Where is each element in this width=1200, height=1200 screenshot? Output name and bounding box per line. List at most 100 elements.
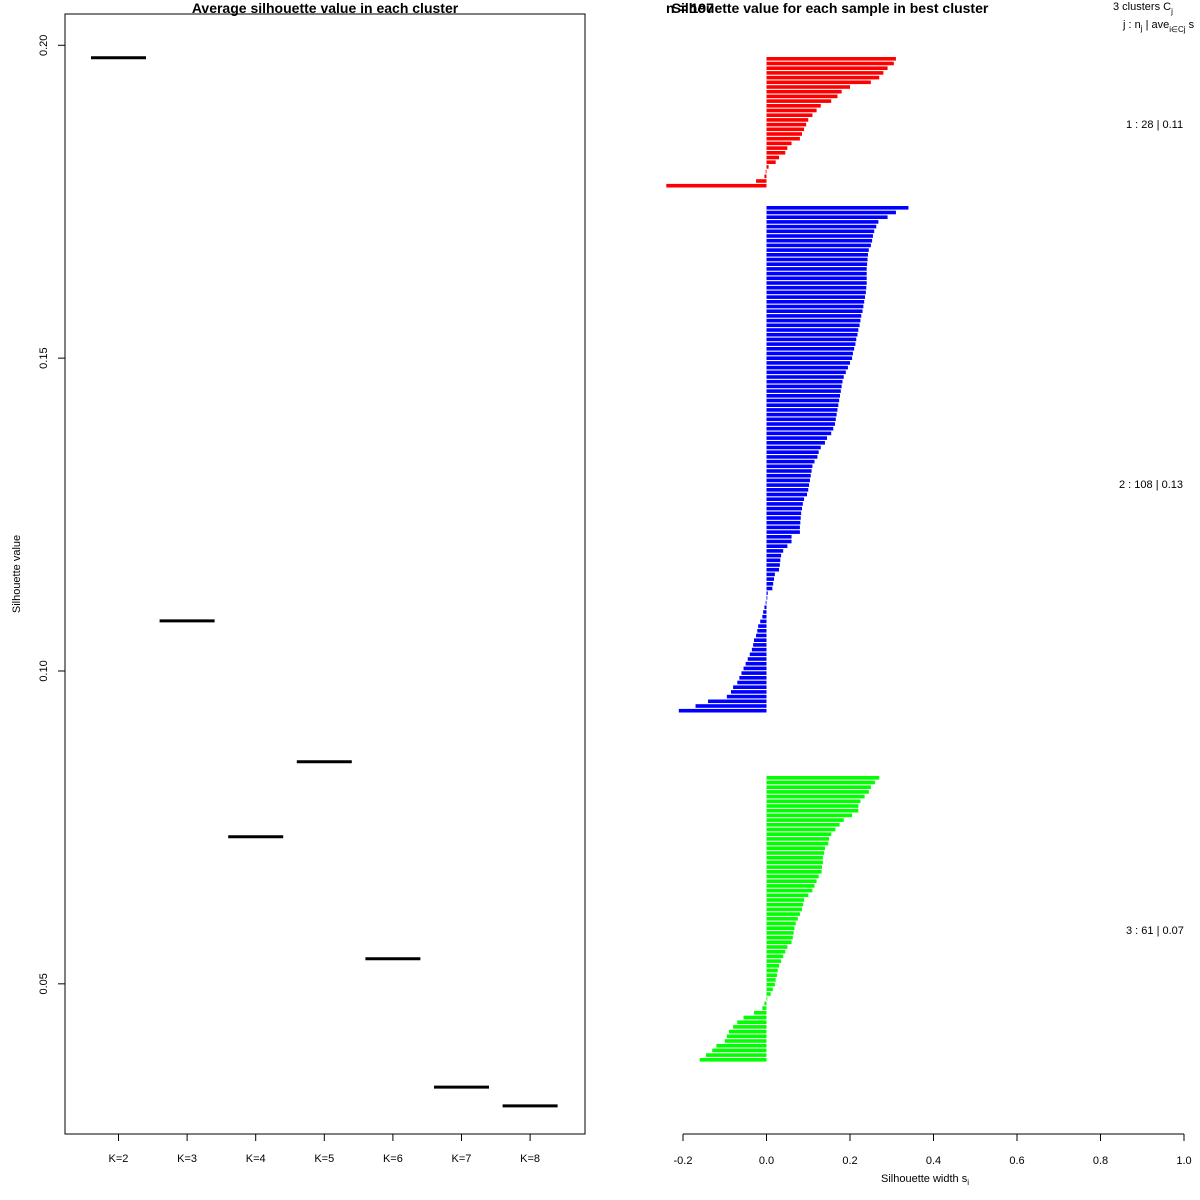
right-x-tick-label-1: 0.0 bbox=[759, 1155, 774, 1167]
silhouette-bar-c3-9 bbox=[766, 818, 844, 822]
right-bars bbox=[666, 57, 909, 1062]
silhouette-bar-c3-48 bbox=[764, 1001, 767, 1006]
silhouette-bar-c3-18 bbox=[766, 860, 823, 865]
silhouette-bar-c2-68 bbox=[766, 525, 800, 530]
silhouette-bar-c2-0 bbox=[766, 206, 909, 210]
silhouette-bar-c1-5 bbox=[766, 80, 871, 85]
silhouette-bar-c2-13 bbox=[766, 267, 867, 271]
silhouette-bar-c3-37 bbox=[766, 949, 786, 954]
legend-header-2-sub2: i∈Cj bbox=[1169, 25, 1186, 34]
silhouette-bar-c2-92 bbox=[753, 638, 767, 642]
silhouette-bar-c2-87 bbox=[762, 614, 767, 619]
silhouette-bar-c2-21 bbox=[766, 304, 864, 309]
silhouette-bar-c2-101 bbox=[737, 680, 767, 685]
legend-header-1-sub: j bbox=[1170, 7, 1173, 16]
left-y-tick-label-3: 0.20 bbox=[38, 35, 50, 56]
silhouette-bar-c2-46 bbox=[766, 422, 835, 426]
silhouette-bar-c3-49 bbox=[762, 1006, 767, 1010]
silhouette-bar-c2-49 bbox=[766, 436, 828, 440]
silhouette-bar-c3-30 bbox=[766, 917, 798, 921]
silhouette-bar-c2-23 bbox=[766, 314, 862, 318]
left-y-tick-label-0: 0.05 bbox=[38, 973, 50, 994]
silhouette-bar-c1-7 bbox=[766, 89, 842, 94]
silhouette-bar-c1-9 bbox=[766, 99, 832, 103]
right-x-tick-label-2: 0.2 bbox=[842, 1155, 857, 1167]
silhouette-bar-c3-43 bbox=[766, 978, 776, 982]
silhouette-bar-c3-24 bbox=[766, 888, 813, 893]
silhouette-bar-c2-102 bbox=[733, 685, 767, 689]
silhouette-bar-c2-14 bbox=[766, 271, 867, 276]
silhouette-bar-c2-51 bbox=[766, 445, 821, 450]
right-x-axis-label: Silhouette width si bbox=[881, 1173, 969, 1187]
silhouette-bar-c2-58 bbox=[766, 478, 810, 483]
silhouette-bar-c2-78 bbox=[766, 572, 775, 577]
silhouette-bar-c3-27 bbox=[766, 902, 804, 907]
silhouette-bar-c3-29 bbox=[766, 912, 800, 916]
silhouette-bar-c2-30 bbox=[766, 347, 855, 351]
silhouette-bar-c3-44 bbox=[766, 982, 775, 987]
silhouette-bar-c3-47 bbox=[766, 996, 768, 1001]
right-x-tick-label-5: 0.8 bbox=[1093, 1155, 1108, 1167]
silhouette-bar-c1-14 bbox=[766, 122, 807, 127]
silhouette-bar-c3-25 bbox=[766, 893, 809, 898]
silhouette-bar-c2-81 bbox=[766, 586, 773, 591]
left-x-tick-label-6: K=8 bbox=[520, 1153, 540, 1165]
silhouette-bar-c2-27 bbox=[766, 332, 858, 337]
silhouette-bar-c2-59 bbox=[766, 483, 810, 487]
silhouette-bar-c2-80 bbox=[766, 582, 774, 586]
silhouette-bar-c2-52 bbox=[766, 450, 819, 454]
left-y-tick-label-1: 0.10 bbox=[38, 660, 50, 681]
left-chart: Average silhouette value in each cluster… bbox=[11, 0, 586, 1165]
silhouette-bar-c2-70 bbox=[766, 535, 792, 539]
silhouette-bar-c3-5 bbox=[766, 799, 861, 804]
silhouette-bar-c3-1 bbox=[766, 780, 876, 785]
silhouette-bar-c2-84 bbox=[765, 600, 767, 605]
left-x-tick-label-4: K=6 bbox=[383, 1153, 403, 1165]
silhouette-bar-c1-3 bbox=[766, 71, 884, 75]
silhouette-bar-c2-65 bbox=[766, 511, 802, 516]
silhouette-bar-c2-48 bbox=[766, 431, 832, 436]
silhouette-bar-c1-17 bbox=[766, 136, 800, 141]
left-x-tick-label-5: K=7 bbox=[452, 1153, 472, 1165]
silhouette-bar-c2-69 bbox=[766, 530, 800, 534]
silhouette-bar-c3-4 bbox=[766, 794, 865, 799]
silhouette-bar-c3-38 bbox=[766, 954, 784, 959]
silhouette-bar-c2-12 bbox=[766, 262, 868, 266]
silhouette-bar-c2-28 bbox=[766, 337, 857, 342]
silhouette-bar-c2-25 bbox=[766, 323, 860, 328]
silhouette-bar-c2-16 bbox=[766, 281, 867, 285]
silhouette-bar-c3-28 bbox=[766, 907, 802, 912]
silhouette-bar-c3-12 bbox=[766, 832, 832, 836]
silhouette-bar-c2-62 bbox=[766, 497, 805, 501]
silhouette-bar-c2-2 bbox=[766, 215, 888, 219]
silhouette-bar-c2-73 bbox=[766, 549, 784, 553]
silhouette-bar-c2-104 bbox=[726, 694, 767, 699]
right-chart: n = 197 Silhouette value for each sample… bbox=[666, 0, 1195, 1187]
silhouette-bar-c3-13 bbox=[766, 837, 830, 841]
silhouette-bar-c3-7 bbox=[766, 808, 859, 813]
silhouette-bar-c3-59 bbox=[705, 1053, 767, 1057]
legend-header-2-rest: | ave bbox=[1143, 19, 1170, 31]
silhouette-bar-c3-34 bbox=[766, 935, 793, 940]
silhouette-bar-c2-1 bbox=[766, 210, 896, 215]
left-marks bbox=[91, 56, 558, 1108]
silhouette-bar-c2-45 bbox=[766, 417, 836, 422]
silhouette-bar-c2-98 bbox=[743, 666, 767, 671]
silhouette-bar-c2-71 bbox=[766, 539, 792, 544]
silhouette-bar-c2-63 bbox=[766, 502, 803, 506]
silhouette-bar-c2-19 bbox=[766, 295, 866, 299]
left-x-tick-label-2: K=4 bbox=[246, 1153, 266, 1165]
silhouette-bar-c2-95 bbox=[749, 652, 767, 657]
silhouette-bar-c3-3 bbox=[766, 790, 869, 794]
silhouette-bar-c2-89 bbox=[758, 624, 767, 628]
silhouette-bar-c1-15 bbox=[766, 127, 805, 132]
silhouette-bar-c1-26 bbox=[756, 179, 767, 183]
silhouette-bar-c2-96 bbox=[747, 657, 767, 661]
silhouette-bar-c2-57 bbox=[766, 473, 811, 478]
silhouette-bar-c3-51 bbox=[743, 1015, 767, 1020]
right-x-tick-label-6: 1.0 bbox=[1176, 1155, 1191, 1167]
silhouette-bar-c1-4 bbox=[766, 75, 880, 80]
silhouette-bar-c2-74 bbox=[766, 553, 782, 558]
silhouette-bar-c1-24 bbox=[765, 169, 767, 174]
silhouette-bar-c2-106 bbox=[695, 704, 767, 708]
